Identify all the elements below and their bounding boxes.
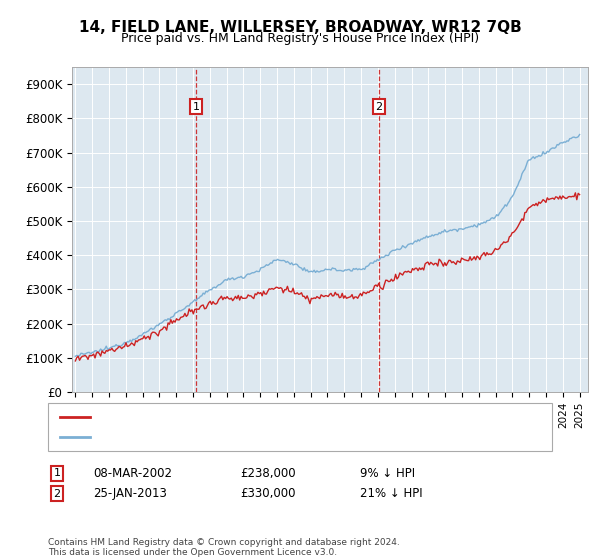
Text: 21% ↓ HPI: 21% ↓ HPI [360,487,422,501]
Text: £330,000: £330,000 [240,487,296,501]
Text: 14, FIELD LANE, WILLERSEY, BROADWAY, WR12 7QB (detached house): 14, FIELD LANE, WILLERSEY, BROADWAY, WR1… [96,413,464,422]
Text: 2: 2 [53,489,61,499]
Text: Contains HM Land Registry data © Crown copyright and database right 2024.
This d: Contains HM Land Registry data © Crown c… [48,538,400,557]
Text: 1: 1 [193,101,200,111]
Text: 1: 1 [53,468,61,478]
Text: 2: 2 [376,101,383,111]
Text: HPI: Average price, detached house, Cotswold: HPI: Average price, detached house, Cots… [96,432,337,442]
Text: Price paid vs. HM Land Registry's House Price Index (HPI): Price paid vs. HM Land Registry's House … [121,32,479,45]
Text: 14, FIELD LANE, WILLERSEY, BROADWAY, WR12 7QB: 14, FIELD LANE, WILLERSEY, BROADWAY, WR1… [79,20,521,35]
Text: 25-JAN-2013: 25-JAN-2013 [93,487,167,501]
Text: 08-MAR-2002: 08-MAR-2002 [93,466,172,480]
Text: £238,000: £238,000 [240,466,296,480]
Text: 9% ↓ HPI: 9% ↓ HPI [360,466,415,480]
